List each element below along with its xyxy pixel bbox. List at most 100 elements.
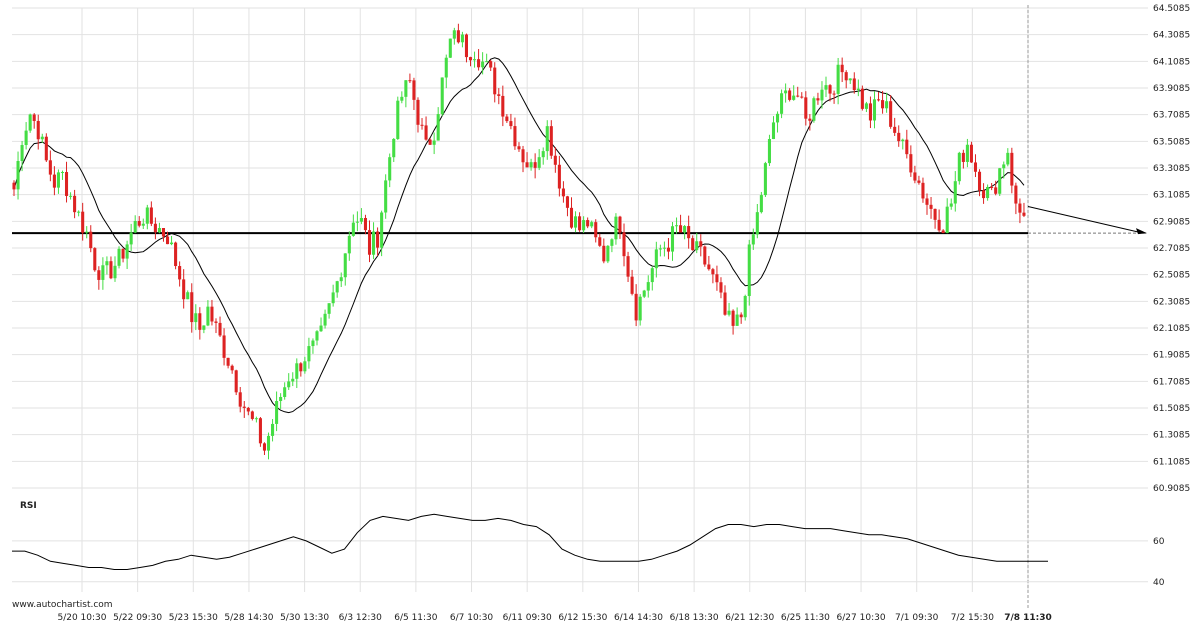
candle (32, 113, 36, 129)
watermark-text: www.autochartist.com (12, 600, 113, 610)
candle (230, 364, 234, 374)
candle (747, 239, 751, 306)
candle (986, 184, 990, 201)
candle (897, 125, 901, 147)
candle (674, 217, 679, 234)
candle (856, 79, 860, 97)
candle (687, 215, 691, 249)
candle (683, 225, 687, 240)
candle (327, 303, 331, 319)
candle (460, 31, 464, 48)
candle (444, 54, 448, 89)
candle (711, 267, 715, 284)
candle (606, 245, 610, 264)
price-axis-labels: 64.5085 64.3085 64.1085 63.9085 63.7085 63.50… (1153, 4, 1190, 494)
candle (893, 117, 897, 136)
candle (266, 432, 271, 460)
candle (820, 81, 824, 109)
candle (658, 244, 662, 257)
candle (485, 53, 489, 63)
candle (343, 253, 347, 286)
candle (868, 96, 872, 129)
candle (113, 256, 117, 282)
price-tick-label: 62.9085 (1153, 217, 1190, 227)
candle (933, 208, 937, 229)
candle (525, 152, 529, 168)
candle (404, 80, 408, 108)
time-tick-label: 7/1 09:30 (895, 613, 939, 623)
candle (594, 219, 598, 243)
candle (545, 120, 549, 160)
candle (945, 198, 949, 234)
candle (743, 294, 747, 321)
candle (622, 223, 626, 267)
candle (670, 221, 675, 261)
candle (553, 147, 557, 173)
candle (24, 122, 28, 150)
candle (828, 84, 832, 102)
candle (137, 216, 141, 228)
candle (965, 138, 969, 168)
candle (238, 387, 242, 413)
candle (190, 283, 194, 333)
price-tick-label: 64.1085 (1153, 57, 1190, 67)
candle (218, 316, 222, 337)
candle (408, 73, 412, 84)
candle (331, 284, 335, 307)
candle (602, 238, 606, 264)
candle (388, 153, 392, 188)
candle (610, 238, 614, 253)
candle (646, 275, 650, 298)
candle (109, 256, 113, 280)
candle (727, 302, 731, 317)
candle (20, 140, 24, 172)
candle (731, 309, 735, 335)
candle (493, 62, 497, 103)
candle (901, 138, 905, 150)
candle (925, 193, 929, 215)
candle (351, 214, 355, 237)
candle (909, 145, 913, 177)
candle (1014, 182, 1018, 215)
candle (367, 220, 372, 263)
candle (77, 210, 81, 217)
candle (174, 241, 178, 270)
candle (501, 85, 505, 127)
candle (889, 95, 893, 129)
candle (355, 211, 359, 232)
candle (824, 76, 828, 98)
rsi-title: RSI (20, 501, 37, 511)
candle (481, 52, 485, 75)
candle (763, 161, 767, 197)
candle (69, 192, 73, 200)
candle (921, 177, 925, 203)
candle (541, 147, 545, 165)
candle (396, 96, 400, 140)
price-tick-label: 63.7085 (1153, 111, 1190, 121)
candle (784, 83, 788, 103)
candle (1006, 148, 1010, 167)
candle (93, 247, 97, 272)
candle (982, 183, 986, 204)
candle (654, 241, 658, 278)
candle (198, 307, 202, 340)
candle (56, 169, 60, 194)
time-tick-label: 5/30 13:30 (280, 613, 329, 623)
candle (182, 269, 186, 309)
time-tick-label: 7/2 15:30 (951, 613, 995, 623)
candle (81, 202, 85, 241)
candle (440, 77, 444, 117)
candle (28, 113, 32, 133)
candle (319, 317, 323, 332)
candle (614, 213, 618, 245)
candle (420, 118, 424, 130)
time-tick-label: 5/28 14:30 (224, 613, 273, 623)
price-tick-label: 62.1085 (1153, 324, 1190, 334)
candle (315, 330, 319, 346)
forecast-line (1027, 205, 1144, 234)
candle (1002, 161, 1006, 179)
candle (145, 204, 149, 230)
time-tick-label: 6/7 10:30 (450, 613, 494, 623)
candle (121, 248, 125, 263)
candle (468, 56, 473, 67)
